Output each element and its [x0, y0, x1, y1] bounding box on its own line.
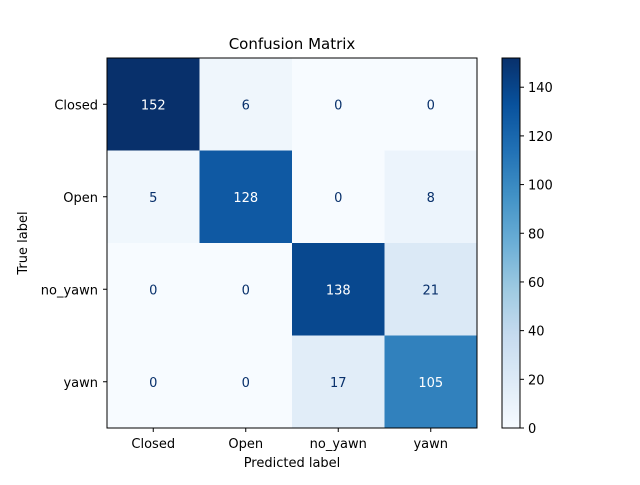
cell-0-3	[384, 58, 478, 151]
x-axis-ticks: Closed Open no_yawn yawn	[131, 428, 448, 452]
x-axis-label: Predicted label	[244, 456, 341, 471]
cell-value-2-2: 138	[326, 283, 351, 298]
colorbar-tick-label-2: 40	[528, 325, 545, 340]
cell-3-0	[107, 335, 200, 429]
chart-title: Confusion Matrix	[229, 35, 356, 53]
cell-value-2-1: 0	[242, 283, 250, 298]
x-tick-label-3: yawn	[413, 437, 448, 452]
cell-3-1	[199, 335, 293, 429]
cell-0-0	[107, 58, 200, 151]
cell-value-2-3: 21	[422, 283, 439, 298]
colorbar-tick-label-6: 120	[528, 130, 553, 145]
cell-value-1-3: 8	[427, 191, 435, 206]
cell-2-3	[384, 243, 478, 336]
cell-0-2	[292, 58, 385, 151]
x-tick-label-0: Closed	[131, 437, 175, 452]
cell-1-2	[292, 150, 385, 244]
cell-0-1	[199, 58, 293, 151]
colorbar-tick-label-5: 100	[528, 179, 553, 194]
colorbar-frame	[501, 57, 521, 429]
cell-value-1-0: 5	[149, 191, 157, 206]
cell-labels: 152 6 0 0 5 128 0 8 0 0 138 21 0 0 17 105	[141, 98, 443, 391]
colorbar: 0 20 40 60 80 100 120 140	[501, 57, 553, 437]
colorbar-tick-label-3: 60	[528, 276, 545, 291]
y-tick-label-0: Closed	[54, 98, 98, 113]
cell-value-1-2: 0	[334, 191, 342, 206]
cell-value-0-3: 0	[427, 98, 435, 113]
y-axis-label: True label	[16, 211, 31, 275]
heatmap-cells	[107, 58, 478, 429]
y-tick-label-1: Open	[63, 191, 98, 206]
cell-3-2	[292, 335, 385, 429]
cell-value-0-0: 152	[141, 98, 166, 113]
cell-value-0-1: 6	[242, 98, 250, 113]
colorbar-tick-label-7: 140	[528, 81, 553, 96]
cell-2-2	[292, 243, 385, 336]
cell-value-3-3: 105	[418, 376, 443, 391]
cell-value-2-0: 0	[149, 283, 157, 298]
x-tick-label-2: no_yawn	[310, 437, 367, 452]
cell-1-0	[107, 150, 200, 244]
colorbar-tick-label-1: 20	[528, 373, 545, 388]
colorbar-gradient	[502, 58, 520, 428]
cell-1-3	[384, 150, 478, 244]
cell-2-0	[107, 243, 200, 336]
cell-value-3-0: 0	[149, 376, 157, 391]
colorbar-ticks: 0 20 40 60 80 100 120 140	[520, 81, 553, 437]
y-tick-label-3: yawn	[63, 376, 98, 391]
cell-2-1	[199, 243, 293, 336]
cell-1-1	[199, 150, 293, 244]
cell-value-0-2: 0	[334, 98, 342, 113]
y-tick-label-2: no_yawn	[41, 283, 98, 298]
cell-3-3	[384, 335, 478, 429]
colorbar-tick-label-4: 80	[528, 227, 545, 242]
x-tick-label-1: Open	[228, 437, 263, 452]
cell-value-1-1: 128	[233, 191, 258, 206]
colorbar-tick-label-0: 0	[528, 422, 536, 437]
cell-value-3-1: 0	[242, 376, 250, 391]
plot-frame	[106, 57, 478, 429]
cell-value-3-2: 17	[330, 376, 347, 391]
